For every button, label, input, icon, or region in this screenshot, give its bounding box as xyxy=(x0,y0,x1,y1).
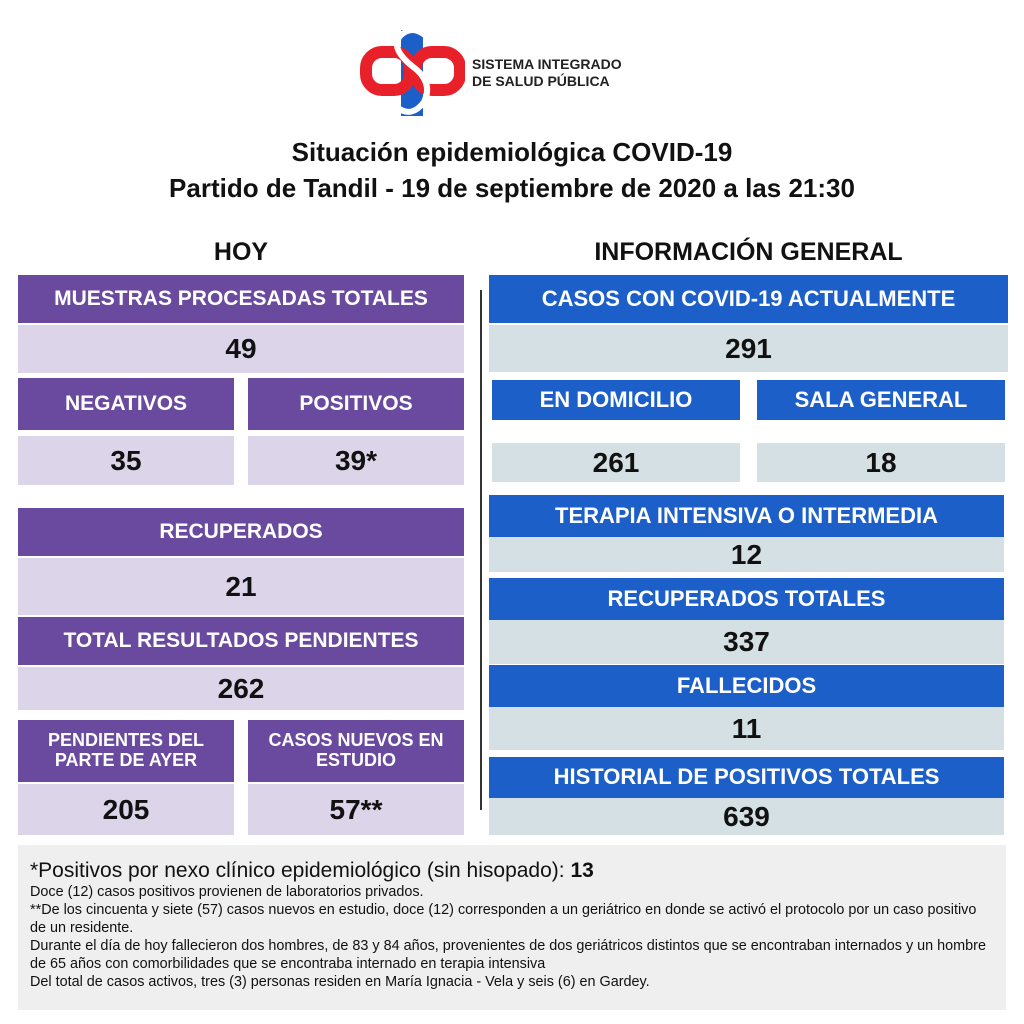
section-heading: INFORMACIÓN GENERAL xyxy=(594,238,903,266)
card-value: 39* xyxy=(248,436,464,485)
card-value: 49 xyxy=(18,325,464,373)
card-value: 57** xyxy=(248,784,464,835)
title: Situación epidemiológica COVID-19 xyxy=(291,137,733,167)
note-line: Doce (12) casos positivos provienen de l… xyxy=(30,884,424,900)
card-value: 291 xyxy=(489,325,1008,372)
note-value: 13 xyxy=(570,859,594,882)
divider xyxy=(480,290,482,810)
card-label: CASOS NUEVOS EN ESTUDIO xyxy=(248,720,464,782)
card-value: 639 xyxy=(489,798,1004,835)
card-label: FALLECIDOS xyxy=(489,665,1004,707)
notes-positivos: *Positivos por nexo clínico epidemiológi… xyxy=(30,859,994,883)
card-value: 261 xyxy=(492,443,740,482)
notes: *Positivos por nexo clínico epidemiológi… xyxy=(18,845,1006,1010)
note-text: *Positivos por nexo clínico epidemiológi… xyxy=(30,859,565,882)
note-line: **De los cincuenta y siete (57) casos nu… xyxy=(30,902,977,936)
card-label: RECUPERADOS TOTALES xyxy=(489,578,1004,620)
card-label: RECUPERADOS xyxy=(18,508,464,556)
card-value: 205 xyxy=(18,784,234,835)
card-value: 35 xyxy=(18,436,234,485)
org-line: DE SALUD PÚBLICA xyxy=(472,73,610,89)
org-name: SISTEMA INTEGRADO DE SALUD PÚBLICA xyxy=(472,56,622,90)
card-value: 262 xyxy=(18,667,464,710)
section-heading: HOY xyxy=(213,238,269,266)
card-value: 11 xyxy=(489,707,1004,750)
card-label: PENDIENTES DEL PARTE DE AYER xyxy=(18,720,234,782)
card-value: 18 xyxy=(757,443,1005,482)
card-label: NEGATIVOS xyxy=(18,378,234,430)
card-value: 21 xyxy=(18,558,464,615)
card-label: SALA GENERAL xyxy=(757,380,1005,420)
note-line: Del total de casos activos, tres (3) per… xyxy=(30,974,650,990)
card-label: TOTAL RESULTADOS PENDIENTES xyxy=(18,617,464,665)
card-label: TERAPIA INTENSIVA O INTERMEDIA xyxy=(489,495,1004,537)
card-label: CASOS CON COVID-19 ACTUALMENTE xyxy=(489,275,1008,323)
card-label: MUESTRAS PROCESADAS TOTALES xyxy=(18,275,464,323)
note-line: Durante el día de hoy fallecieron dos ho… xyxy=(30,938,986,972)
subtitle: Partido de Tandil - 19 de septiembre de … xyxy=(169,173,855,203)
card-label: POSITIVOS xyxy=(248,378,464,430)
card-value: 12 xyxy=(489,537,1004,572)
card-label: HISTORIAL DE POSITIVOS TOTALES xyxy=(489,757,1004,798)
logo xyxy=(360,27,465,116)
org-line: SISTEMA INTEGRADO xyxy=(472,56,622,72)
card-value: 337 xyxy=(489,620,1004,664)
card-label: EN DOMICILIO xyxy=(492,380,740,420)
